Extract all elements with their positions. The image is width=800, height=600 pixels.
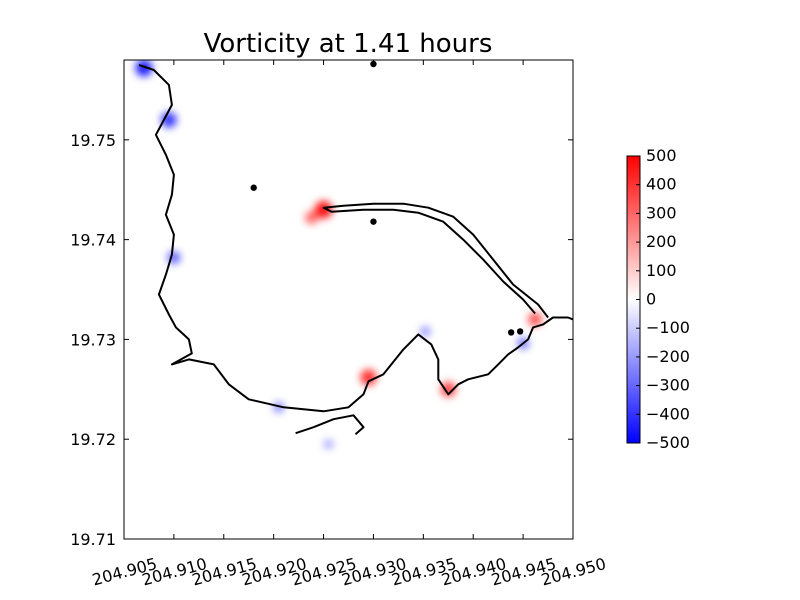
- station-marker: [250, 184, 257, 191]
- y-tick-label: 19.73: [70, 330, 116, 349]
- vorticity-cell: [440, 381, 456, 397]
- y-tick-label: 19.75: [70, 131, 116, 150]
- vorticity-cell: [360, 369, 377, 386]
- coastline-peninsula: [322, 202, 549, 319]
- coastline-outer: [138, 64, 573, 413]
- colorbar-tick-label: 400: [646, 175, 677, 194]
- chart-title: Vorticity at 1.41 hours: [204, 29, 493, 59]
- coastline-south-spur: [295, 414, 365, 435]
- colorbar-tick-label: −200: [646, 347, 690, 366]
- colorbar-tick-label: −400: [646, 404, 690, 423]
- colorbar-tick-label: −500: [646, 433, 690, 452]
- vorticity-cell: [420, 326, 431, 337]
- vorticity-cell: [323, 439, 334, 449]
- y-tick-label: 19.71: [70, 530, 116, 549]
- vorticity-cell: [135, 60, 153, 77]
- y-tick-label: 19.72: [70, 430, 116, 449]
- station-marker: [370, 218, 377, 225]
- plot-frame: [123, 59, 574, 540]
- vorticity-cell: [305, 211, 319, 225]
- colorbar-ticks: 500 400 300 200 100 0 −100 −200 −300 −400 −500: [636, 146, 690, 452]
- colorbar-tick-label: −300: [646, 376, 690, 395]
- plot-area: [123, 59, 574, 540]
- station-marker: [516, 328, 524, 335]
- colorbar-tick-label: 500: [646, 146, 677, 165]
- colorbar-tick-label: 100: [646, 261, 677, 280]
- plot-background: [124, 60, 573, 539]
- y-axis: 19.71 19.72 19.73 19.74 19.75: [70, 131, 573, 549]
- station-marker: [507, 329, 515, 336]
- colorbar-tick-label: 0: [646, 290, 656, 309]
- vorticity-cell: [528, 312, 543, 327]
- colorbar: 500 400 300 200 100 0 −100 −200 −300 −400 −500: [626, 146, 690, 452]
- colorbar-tick-label: −100: [646, 318, 690, 337]
- y-tick-label: 19.74: [70, 231, 116, 250]
- coastline: [138, 64, 573, 435]
- colorbar-tick-label: 300: [646, 203, 677, 222]
- colorbar-tick-label: 200: [646, 232, 677, 251]
- vorticity-cell: [314, 200, 333, 219]
